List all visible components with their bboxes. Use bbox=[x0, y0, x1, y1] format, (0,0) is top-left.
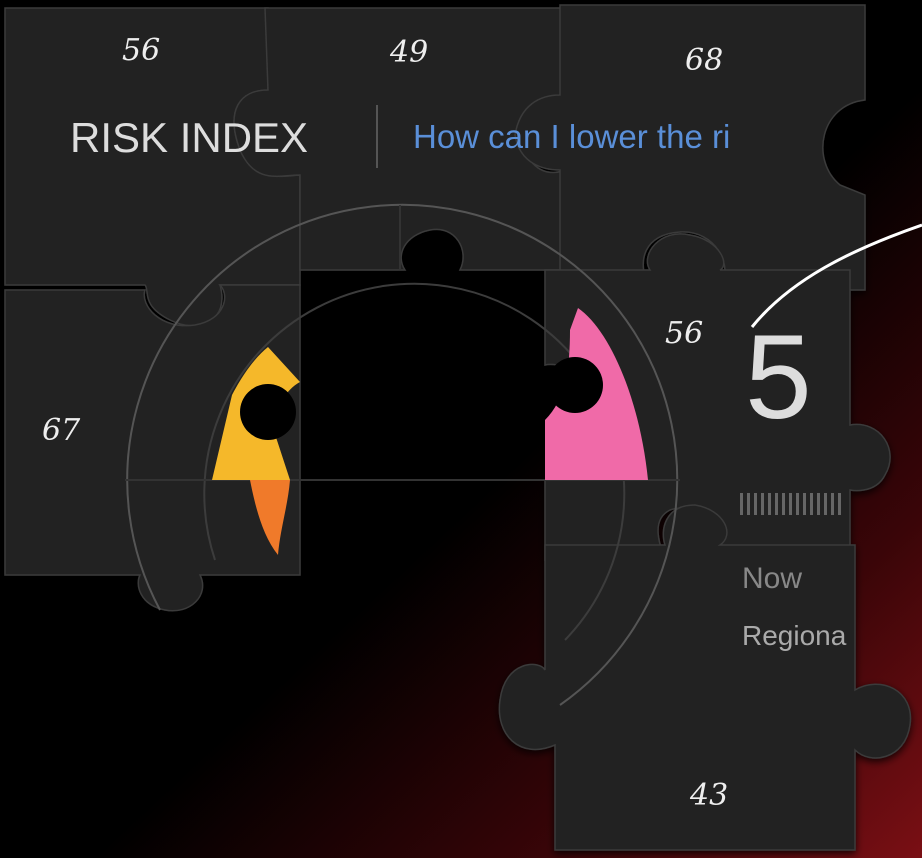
puzzle-hole bbox=[240, 384, 296, 440]
bar-tick bbox=[824, 493, 827, 515]
question-link[interactable]: How can I lower the ri bbox=[413, 118, 730, 155]
bar-tick bbox=[796, 493, 799, 515]
bar-tick bbox=[782, 493, 785, 515]
piece-number: 56 bbox=[665, 316, 703, 351]
puzzle-hole bbox=[547, 357, 603, 413]
piece-number: 67 bbox=[42, 413, 81, 448]
piece-number: 43 bbox=[689, 778, 728, 813]
bar-tick bbox=[747, 493, 750, 515]
bar-tick bbox=[754, 493, 757, 515]
now-label: Now bbox=[742, 562, 802, 595]
bar-tick bbox=[810, 493, 813, 515]
puzzle-board: RISK INDEX How can I lower the ri 5 Now … bbox=[0, 0, 922, 858]
bar-tick bbox=[768, 493, 771, 515]
bar-tick bbox=[740, 493, 743, 515]
bar-tick bbox=[803, 493, 806, 515]
bar-tick bbox=[775, 493, 778, 515]
title: RISK INDEX bbox=[70, 114, 308, 161]
score: 5 bbox=[745, 310, 812, 444]
piece-number: 68 bbox=[685, 43, 723, 78]
page: RISK INDEX How can I lower the ri 5 Now … bbox=[0, 0, 922, 858]
bar-tick bbox=[817, 493, 820, 515]
regional-label: Regiona bbox=[742, 620, 847, 651]
bar-tick bbox=[789, 493, 792, 515]
bar-tick bbox=[838, 493, 841, 515]
piece-number: 49 bbox=[389, 35, 428, 70]
bar-tick bbox=[831, 493, 834, 515]
bar-tick bbox=[761, 493, 764, 515]
piece-number: 56 bbox=[122, 33, 160, 68]
